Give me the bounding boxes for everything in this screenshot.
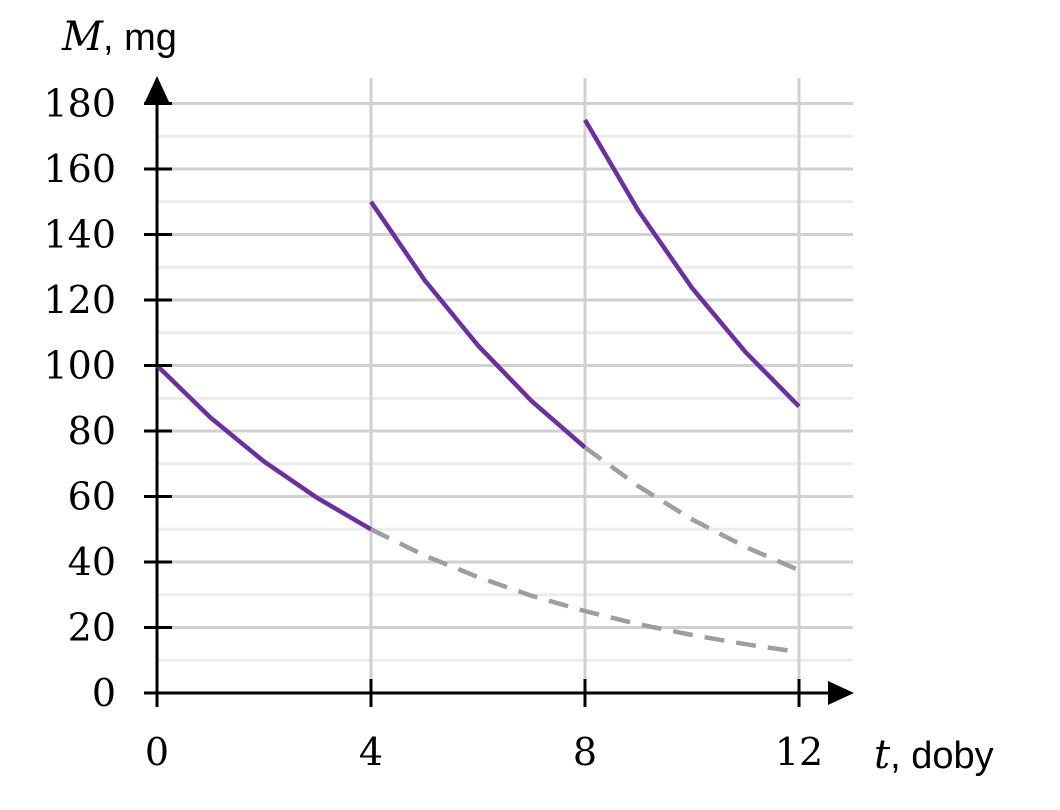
dashed-series-4 (583, 445, 800, 573)
solid-series-0 (155, 363, 373, 532)
y-axis-unit: , mg (103, 17, 177, 59)
x-tick-label: 12 (775, 730, 823, 774)
y-axis-label: M, mg (61, 14, 177, 60)
x-axis-arrow (828, 681, 854, 705)
x-tick-label: 0 (145, 730, 169, 774)
grid (157, 78, 853, 693)
x-axis-variable: t (874, 732, 891, 778)
axes (145, 76, 854, 706)
x-axis-unit: , doby (890, 735, 994, 777)
y-tick-label: 160 (43, 147, 116, 191)
solid-series-1 (369, 200, 587, 450)
y-tick-label: 180 (43, 82, 116, 126)
y-axis-arrow (145, 76, 169, 102)
solid-series-2 (583, 118, 801, 408)
x-tick-label: 4 (359, 730, 383, 774)
y-tick-label: 40 (68, 540, 116, 584)
y-tick-label: 0 (92, 671, 116, 715)
y-tick-label: 80 (68, 409, 116, 453)
y-tick-label: 20 (68, 606, 116, 650)
x-tick-label: 8 (573, 730, 597, 774)
ticks: 0 20 40 60 80 100 120 140 160 180 0 4 8 12 (43, 82, 823, 775)
y-tick-label: 120 (43, 278, 116, 322)
y-tick-label: 100 (43, 344, 116, 388)
y-tick-label: 140 (43, 213, 116, 257)
series (155, 118, 801, 655)
dashed-series-3 (370, 527, 800, 655)
y-tick-label: 60 (68, 475, 116, 519)
x-axis-label: t, doby (874, 732, 994, 778)
y-axis-variable: M (61, 14, 104, 60)
